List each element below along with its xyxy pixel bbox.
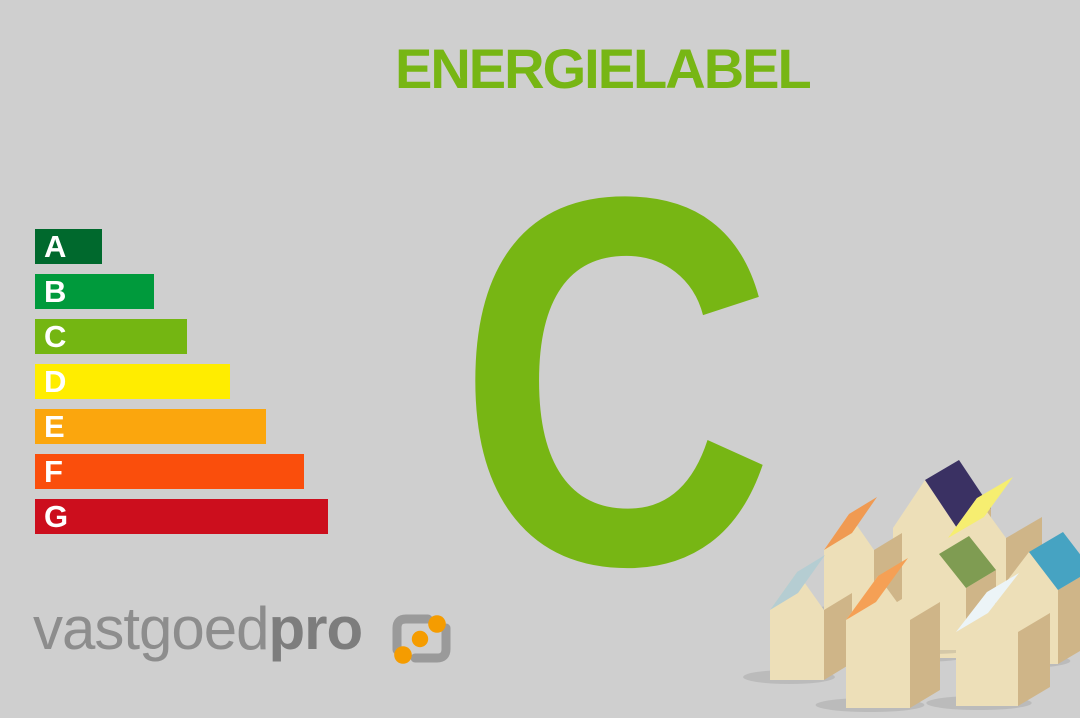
energy-bar-c: C: [35, 319, 187, 354]
house-orange-front-roof: [846, 558, 908, 620]
house-white-roof: [956, 573, 1019, 632]
logo-bracket-top-left-icon: [392, 614, 433, 655]
vastgoedpro-logo-icon: [392, 614, 451, 664]
energy-bar-label: A: [44, 229, 67, 264]
logo-text-regular: vastgoed: [33, 595, 270, 662]
energy-bar-b: B: [35, 274, 154, 309]
energy-bar-f: F: [35, 454, 304, 489]
house-orange-front-side: [910, 602, 940, 708]
energy-bar-label: G: [44, 499, 69, 534]
house-orange-back-roof: [824, 497, 877, 550]
logo-dot-bottom-icon: [394, 646, 412, 664]
energy-bar-d: D: [35, 364, 230, 399]
energy-bar-label: D: [44, 364, 67, 399]
page-title: ENERGIELABEL: [395, 37, 812, 100]
house-teal-side: [1058, 577, 1080, 664]
energy-bar-label: F: [44, 454, 63, 489]
energy-bar-g: G: [35, 499, 328, 534]
house-green-roof: [939, 536, 996, 588]
logo-bracket-bottom-right-icon: [410, 623, 451, 663]
energy-bar-label: C: [44, 319, 67, 354]
house-paleblue-roof: [770, 555, 825, 610]
house-teal-roof: [1029, 532, 1080, 590]
house-paleblue-side: [824, 593, 852, 680]
energy-bar-label: B: [44, 274, 67, 309]
house-white-side: [1018, 613, 1050, 706]
energy-bar-e: E: [35, 409, 266, 444]
energy-bar-a: A: [35, 229, 102, 264]
logo-text-bold: pro: [268, 595, 364, 662]
energy-grade-letter: C: [457, 150, 774, 610]
logo-dot-middle-icon: [411, 630, 429, 648]
vastgoedpro-logo: vastgoedpro: [33, 599, 363, 659]
energy-bar-label: E: [44, 409, 65, 444]
logo-dot-top-icon: [428, 615, 446, 633]
house-yellow-roof: [948, 477, 1013, 538]
energy-grade-large: C: [457, 150, 774, 610]
